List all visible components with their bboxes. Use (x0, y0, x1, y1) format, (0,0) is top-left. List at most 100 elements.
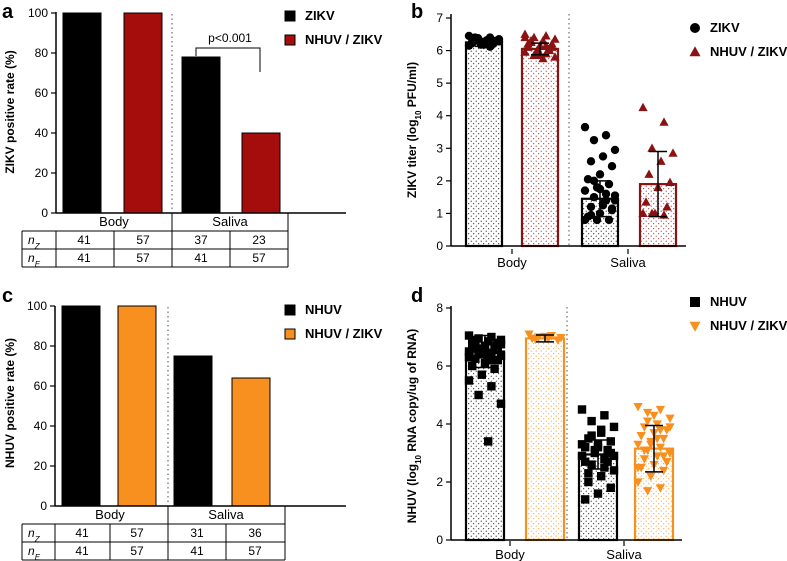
panel-d-point (639, 446, 650, 455)
panel-d-point (474, 344, 483, 353)
panel-d-point (584, 477, 593, 487)
panel-d-point (646, 440, 656, 450)
panel-b-ytick-label: 7 (436, 11, 443, 25)
panel-b-point (520, 47, 530, 56)
panel-a-significance: p<0.001 (195, 31, 261, 72)
panel-c-table-cell: 41 (75, 544, 89, 558)
panel-d-point (553, 336, 563, 345)
panel-d-point (597, 472, 606, 481)
panel-b-point (520, 32, 530, 42)
panel-b-point (491, 36, 501, 45)
panel-d-point (597, 425, 606, 434)
panel-b-point (598, 152, 608, 161)
panel-d-point (527, 334, 537, 343)
panel-b-bar (464, 41, 504, 248)
panel-d-point (587, 416, 596, 426)
panel-a-legend-label: NHUV / ZIKV (305, 32, 383, 47)
panel-b-legend-marker (689, 46, 701, 57)
panel-a-ytick-label: 100 (28, 6, 48, 20)
panel-d-point (487, 382, 496, 391)
panel-d-point (609, 422, 619, 432)
panel-d-point (633, 440, 643, 450)
panel-a-table-cell: 57 (136, 251, 150, 265)
panel-d-point (493, 345, 502, 355)
panel-d-point (581, 457, 590, 466)
panel-a-ytick-label: 80 (35, 46, 49, 60)
panel-d-point (487, 356, 496, 365)
panel-letter-b: b (411, 1, 423, 23)
panel-b-point (586, 157, 596, 166)
panel-b-ytick-label: 2 (436, 174, 443, 188)
panel-d-point (577, 405, 587, 414)
panel-d-legend-label: NHUV / ZIKV (710, 318, 787, 333)
panel-a-row-label: nZ (28, 233, 41, 251)
panel-d-point (587, 460, 596, 469)
panel-d-point (603, 457, 612, 466)
panel-b-point (668, 148, 678, 157)
panel-b-axes (450, 14, 686, 247)
panel-a: a ZIKV positive rate (%) 0 20 40 60 80 100 p<… (2, 1, 383, 269)
panel-b-point (589, 192, 599, 202)
panel-b-point (641, 197, 651, 206)
panel-a-legend-swatch (284, 10, 296, 22)
panel-b-category-label: Body (497, 255, 527, 270)
panel-b-point (541, 40, 551, 50)
panel-d-point (633, 478, 643, 487)
panel-a-group-label: Saliva (212, 214, 248, 229)
panel-c-table-cell: 36 (248, 526, 262, 540)
panel-letter-c: c (2, 285, 13, 307)
panel-b-point (467, 37, 477, 47)
panel-b-point (550, 52, 560, 61)
panel-d-point (587, 431, 596, 440)
panel-b-point (538, 53, 548, 63)
panel-b-point (580, 186, 590, 195)
panel-c-axes (54, 306, 346, 507)
panel-a-ylabel: ZIKV positive rate (%) (3, 50, 17, 173)
panel-c-table-cell: 41 (190, 544, 204, 558)
panel-a-bar (62, 12, 102, 214)
panel-b-point (665, 177, 675, 187)
panel-c-table-cell: 41 (75, 526, 89, 540)
panel-b-point (638, 208, 648, 217)
panel-d-ytick-label: 4 (436, 417, 443, 431)
panel-b-legend-label: NHUV / ZIKV (710, 44, 787, 59)
panel-d-point (484, 348, 493, 358)
panel-d-point (600, 463, 609, 472)
panel-d-point (471, 354, 480, 363)
panel-b-point (586, 210, 596, 220)
panel-d-point (649, 411, 659, 421)
panel-d-point (477, 370, 486, 379)
panel-d-point (658, 452, 669, 461)
panel-a-table-cell: 41 (194, 251, 208, 265)
panel-b-ytick-label: 4 (436, 109, 443, 123)
panel-a-legend-swatch (284, 34, 296, 46)
panel-b-point (610, 145, 620, 155)
panel-d-point (658, 466, 669, 476)
panel-b-point (638, 102, 648, 112)
panel-d-ytick-label: 2 (436, 475, 443, 489)
panel-d-point (655, 443, 666, 453)
panel-letter-a: a (2, 1, 14, 23)
panel-c-ytick-label: 80 (34, 339, 48, 353)
panel-d-point (484, 437, 493, 446)
panel-a-table-cell: 41 (77, 251, 91, 265)
panel-d-point (642, 487, 653, 496)
panel-b-point (607, 204, 617, 213)
panel-c-bar (231, 377, 271, 507)
panel-b-ytick-label: 1 (436, 206, 443, 220)
panel-d-axes (450, 306, 682, 541)
panel-a-legend-label: ZIKV (305, 8, 335, 23)
panel-d-legend-marker (689, 321, 701, 332)
panel-d-point (490, 364, 499, 374)
panel-d-point (600, 411, 609, 420)
panel-b-point (604, 179, 614, 189)
panel-c-table-cell: 57 (130, 526, 144, 540)
panel-b-point (544, 45, 554, 55)
panel-c: c NHUV positive rate (%) 0 20 40 60 80 100 Bo… (2, 285, 383, 561)
panel-d-point (581, 495, 590, 504)
panel-c-legend-swatch (284, 328, 296, 340)
panel-d-point (606, 437, 615, 446)
panel-c-legend-label: NHUV / ZIKV (305, 326, 383, 341)
panel-c-table-cell: 57 (248, 544, 262, 558)
panel-d-point (652, 420, 662, 429)
